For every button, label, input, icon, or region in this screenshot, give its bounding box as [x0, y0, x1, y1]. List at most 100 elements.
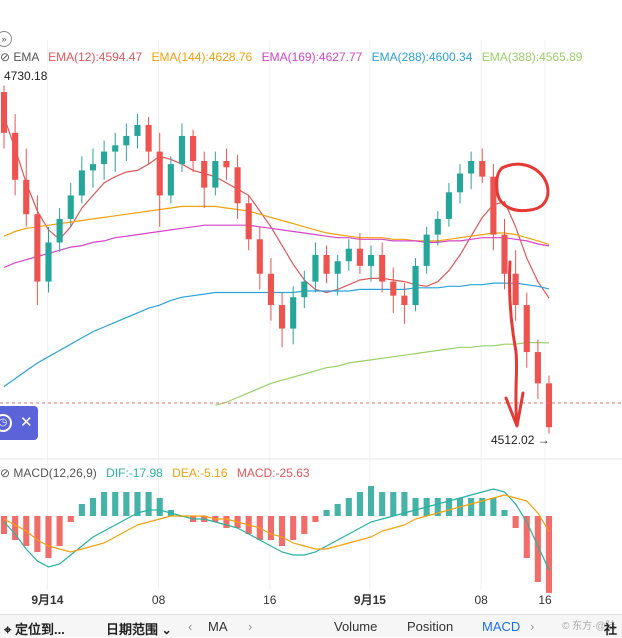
close-icon: ✕ — [20, 414, 33, 431]
macd-tab[interactable]: MACD — [482, 619, 521, 634]
candle-body — [145, 124, 152, 152]
macd-histogram-bar — [445, 498, 452, 516]
macd-histogram-bar — [501, 510, 508, 516]
macd-histogram-bar — [345, 498, 352, 516]
macd-dea-value: DEA:-5.16 — [172, 466, 228, 480]
locate-button[interactable]: ⌖ 定位到... — [4, 619, 65, 638]
ema388-value: EMA(388):4565.89 — [481, 50, 583, 64]
target-icon: ⌖ — [4, 622, 12, 637]
candle-body — [479, 160, 486, 177]
x-axis: 9月14 08 16 9月15 08 16 — [31, 593, 552, 607]
macd-histogram-bar — [534, 516, 541, 582]
candle-body — [279, 305, 286, 329]
macd-histogram-bar — [123, 492, 130, 516]
price-high-label: 4730.18 — [4, 69, 48, 83]
chart-canvas[interactable]: 4730.18 4512.02 → 9月14 08 16 9月15 08 16 — [0, 0, 622, 614]
candle-body — [468, 160, 475, 174]
community-tab[interactable]: 社 — [604, 622, 618, 637]
candle-body — [112, 145, 119, 152]
candle-body — [367, 254, 375, 266]
candle-body — [78, 170, 85, 196]
macd-histogram-bar — [89, 498, 97, 516]
bottom-toolbar: ⌖ 定位到... 日期范围 ⌄ ‹ MA › Volume Position M… — [0, 614, 622, 637]
chevron-right-icon[interactable]: › — [530, 619, 535, 634]
candle-body — [223, 160, 230, 168]
ma-tab[interactable]: MA — [208, 619, 228, 634]
candle-body — [56, 218, 63, 243]
candle-body — [545, 383, 553, 428]
volume-tab[interactable]: Volume — [334, 619, 378, 634]
candle-body — [445, 192, 452, 219]
macd-line-dif — [3, 488, 550, 571]
macd-histogram-bar — [367, 486, 375, 516]
candle-body — [334, 261, 341, 274]
macd-histogram-bar — [323, 510, 330, 516]
candle-body — [12, 132, 19, 180]
candle-body — [323, 254, 330, 274]
ema288-value: EMA(288):4600.34 — [371, 50, 473, 64]
price-last-label: 4512.02 → — [491, 433, 550, 447]
macd-histogram-bar — [112, 492, 119, 516]
chevron-right-icon[interactable]: › — [248, 619, 253, 634]
candle-body — [356, 248, 363, 266]
macd-legend-label: MACD(12,26,9) — [13, 466, 97, 480]
eye-icon[interactable]: ⊘ — [0, 466, 11, 480]
candle-body — [212, 160, 219, 188]
macd-legend: ⊘ MACD(12,26,9) DIF:-17.98 DEA:-5.16 MAC… — [0, 466, 310, 480]
macd-histogram-bar — [512, 516, 519, 528]
candle-body — [490, 176, 497, 235]
candle-body — [390, 281, 397, 296]
macd-histogram-bar — [312, 516, 319, 522]
x-tick-label: 9月14 — [31, 593, 63, 607]
collapse-icon[interactable]: » — [0, 31, 12, 47]
date-range-button[interactable]: 日期范围 ⌄ — [106, 619, 172, 638]
macd-histogram-bar — [390, 492, 397, 516]
macd-histogram-bar — [78, 504, 85, 516]
annotation-layer — [495, 162, 550, 428]
macd-pane — [0, 486, 553, 593]
macd-histogram-bar — [434, 498, 441, 516]
candle-body — [256, 239, 263, 274]
macd-line-dea — [3, 494, 550, 553]
chevron-down-icon: ⌄ — [161, 623, 172, 637]
macd-histogram-bar — [223, 516, 230, 528]
ema-line-ema288 — [3, 282, 550, 387]
candle-body — [245, 203, 252, 240]
candle-body — [156, 151, 163, 196]
candle-body — [23, 179, 30, 215]
macd-histogram-bar — [356, 492, 363, 516]
candle-body — [234, 167, 241, 204]
eye-icon[interactable]: ⊘ — [0, 50, 11, 64]
macd-histogram-bar — [523, 516, 530, 558]
macd-histogram-bar — [45, 516, 52, 558]
side-panel-button[interactable]: ◷ ✕ — [0, 406, 38, 440]
scroll-left-icon[interactable]: ‹ — [188, 619, 193, 634]
candle-body — [423, 234, 430, 266]
candle-body — [67, 195, 74, 219]
macd-histogram-bar — [145, 492, 152, 516]
macd-histogram-value: MACD:-25.63 — [236, 466, 310, 480]
ema-lines — [3, 116, 550, 406]
candle-body — [534, 352, 541, 384]
macd-histogram-bar — [468, 498, 475, 516]
candle-body — [523, 305, 530, 353]
candle-body — [434, 218, 441, 235]
macd-histogram-bar — [290, 516, 297, 540]
macd-histogram-bar — [412, 498, 419, 516]
x-tick-label: 16 — [538, 593, 552, 607]
macd-histogram-bar — [134, 492, 141, 516]
candle-body — [456, 173, 464, 193]
macd-histogram-bar — [490, 498, 497, 516]
candle-body — [301, 281, 308, 298]
position-tab[interactable]: Position — [407, 619, 454, 634]
ema-line-ema12 — [3, 116, 550, 299]
x-tick-label: 16 — [263, 593, 277, 607]
x-tick-label: 08 — [474, 593, 488, 607]
ema-legend: ⊘ EMA EMA(12):4594.47 EMA(144):4628.76 E… — [0, 50, 582, 64]
candle-body — [412, 265, 419, 306]
candle-body — [512, 273, 519, 306]
candle-body — [178, 135, 186, 165]
macd-histogram-bar — [12, 516, 19, 540]
candle-body — [45, 242, 52, 282]
watermark: © 东方·@陆 — [562, 621, 616, 632]
